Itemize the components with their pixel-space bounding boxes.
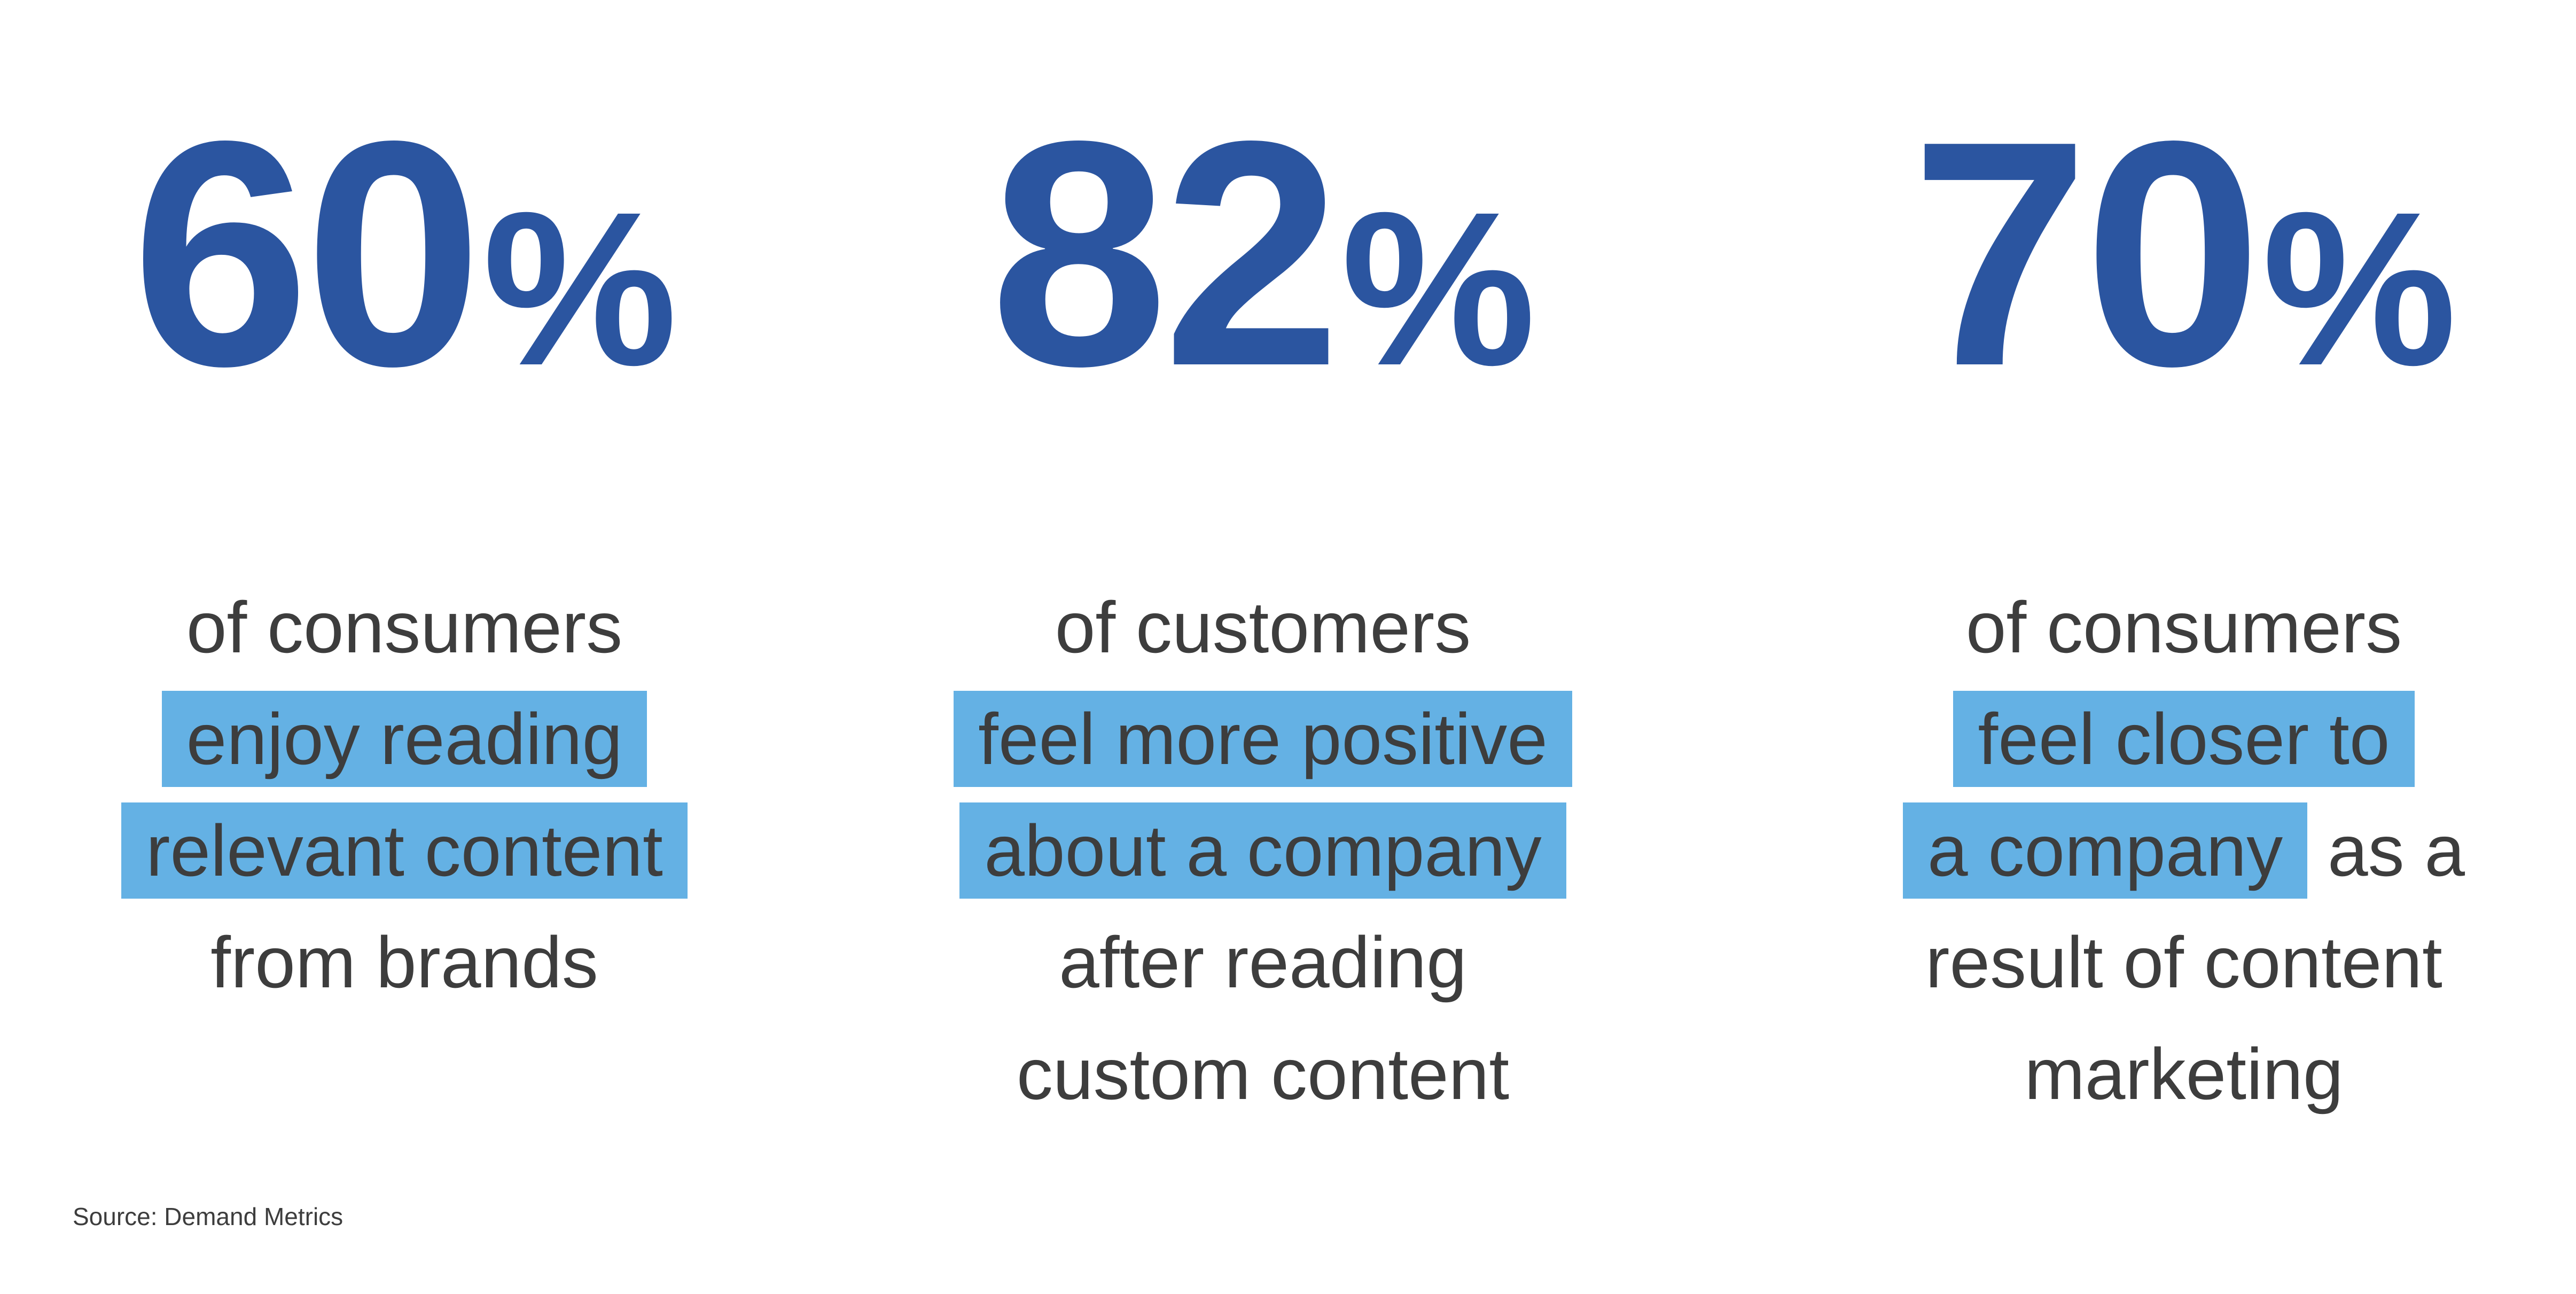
description-line: of customers: [862, 572, 1664, 683]
stat-description: of customers feel more positive about a co…: [862, 572, 1664, 1130]
stat-figure: 82%: [862, 93, 1664, 414]
text-segment: of consumers: [186, 587, 623, 668]
highlighted-text: about a company: [959, 802, 1566, 899]
description-line: feel more positive: [862, 683, 1664, 795]
description-line: from brands: [4, 907, 805, 1018]
text-segment: result of content: [1925, 922, 2442, 1003]
text-segment: as a: [2307, 810, 2465, 891]
description-line: of consumers: [4, 572, 805, 683]
description-line: enjoy reading: [4, 683, 805, 795]
description-line: about a company: [862, 795, 1664, 907]
highlighted-text: feel closer to: [1953, 691, 2415, 787]
stat-figure: 60%: [4, 93, 805, 414]
text-segment: from brands: [210, 922, 598, 1003]
stat-unit: %: [2262, 166, 2457, 411]
highlighted-text: relevant content: [121, 802, 688, 899]
stat-description: of consumers feel closer to a company as a…: [1783, 572, 2576, 1130]
text-segment: marketing: [2024, 1033, 2344, 1114]
description-line: custom content: [862, 1018, 1664, 1130]
stat-figure: 70%: [1783, 93, 2576, 414]
stat-number: 82: [990, 75, 1341, 433]
highlighted-text: feel more positive: [954, 691, 1572, 787]
text-segment: of consumers: [1965, 587, 2402, 668]
description-line: after reading: [862, 907, 1664, 1018]
description-line: a company as a: [1783, 795, 2576, 907]
description-line: result of content: [1783, 907, 2576, 1018]
highlighted-text: enjoy reading: [161, 691, 647, 787]
text-segment: of customers: [1055, 587, 1471, 668]
description-line: relevant content: [4, 795, 805, 907]
stat-description: of consumers enjoy reading relevant conten…: [4, 572, 805, 1018]
text-segment: custom content: [1016, 1033, 1510, 1114]
stat-number: 60: [131, 75, 482, 433]
stat-unit: %: [482, 166, 677, 411]
source-note: Source: Demand Metrics: [73, 1203, 344, 1230]
stat-unit: %: [1341, 166, 1536, 411]
stat-number: 70: [1911, 75, 2262, 433]
description-line: feel closer to: [1783, 683, 2576, 795]
highlighted-text: a company: [1902, 802, 2308, 899]
description-line: of consumers: [1783, 572, 2576, 683]
text-segment: after reading: [1059, 922, 1467, 1003]
description-line: marketing: [1783, 1018, 2576, 1130]
